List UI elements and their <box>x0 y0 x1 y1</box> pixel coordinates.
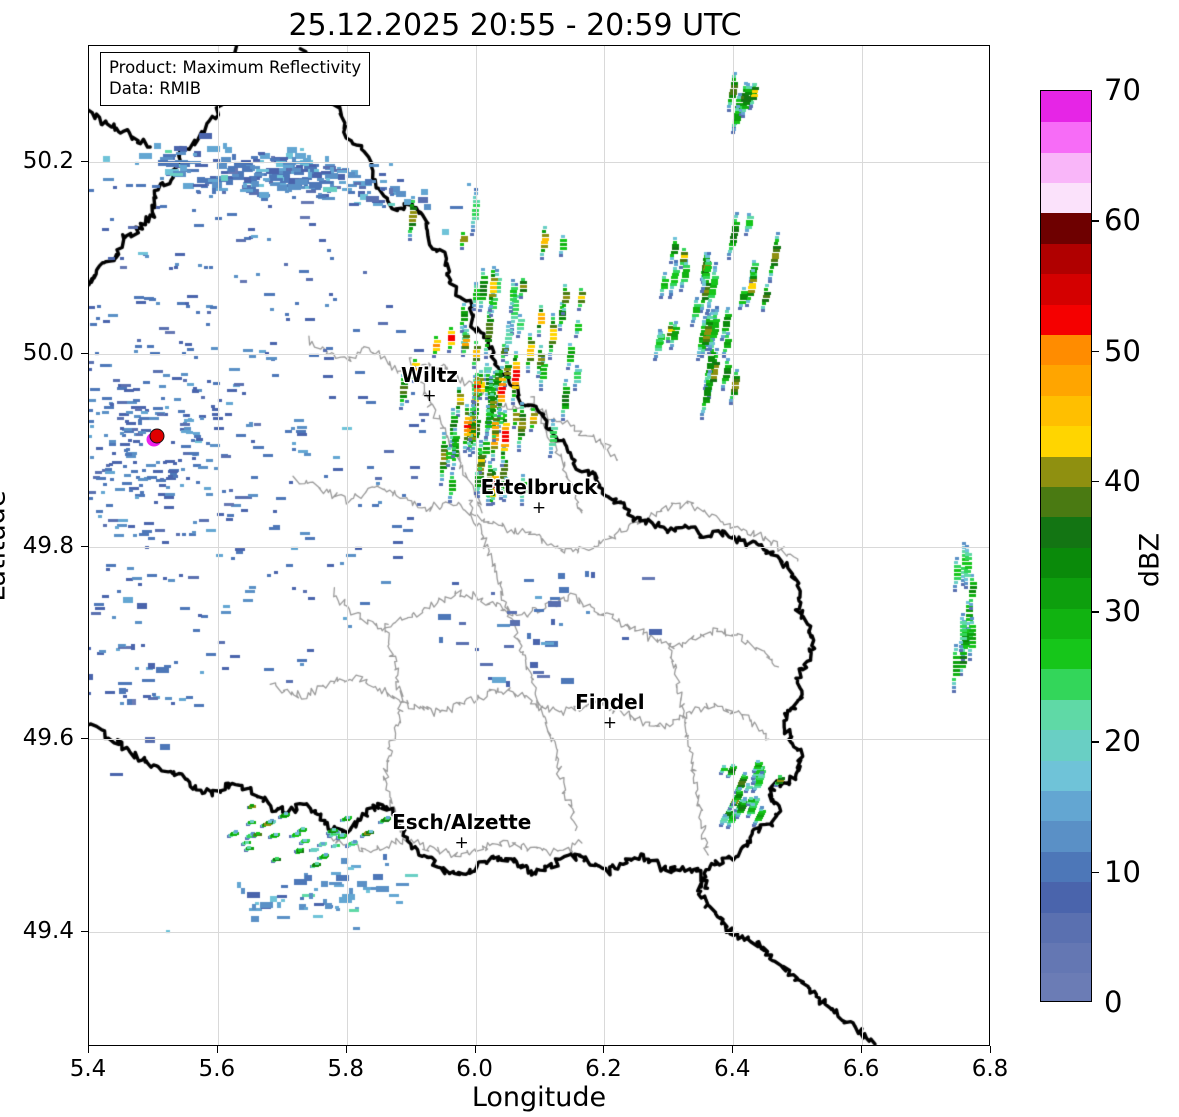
colorbar-band <box>1041 729 1091 761</box>
x-axis-tick <box>603 1046 605 1053</box>
colorbar-tick-label: 70 <box>1104 73 1141 107</box>
gridline-horizontal <box>89 161 989 163</box>
colorbar-band <box>1041 303 1091 335</box>
colorbar-band <box>1041 881 1091 913</box>
colorbar-tick-label: 60 <box>1104 203 1141 238</box>
gridline-horizontal <box>89 931 989 933</box>
colorbar-band <box>1041 212 1091 244</box>
x-axis-tick <box>216 1046 218 1053</box>
colorbar-band <box>1041 364 1091 396</box>
x-axis-tick-label: 5.8 <box>327 1056 364 1082</box>
colorbar-band <box>1041 638 1091 670</box>
map-plot-area[interactable] <box>88 45 990 1046</box>
x-axis-tick-label: 5.4 <box>69 1056 107 1082</box>
colorbar-band <box>1041 516 1091 548</box>
colorbar-tick-label: 20 <box>1104 724 1141 759</box>
x-axis-tick-label: 6.6 <box>842 1056 880 1082</box>
info-data-line: Data: RMIB <box>109 79 202 99</box>
y-axis-tick <box>81 545 88 547</box>
gridline-vertical <box>862 46 864 1045</box>
radar-station-marker[interactable] <box>146 428 165 447</box>
y-axis-tick-label: 49.8 <box>22 532 74 559</box>
colorbar-band <box>1041 759 1091 791</box>
colorbar-band <box>1041 425 1091 457</box>
colorbar-band <box>1041 334 1091 366</box>
gridline-vertical <box>346 46 348 1045</box>
colorbar-band <box>1041 455 1091 487</box>
x-axis-tick <box>732 1046 734 1053</box>
radar-reflectivity-layer <box>89 46 989 1045</box>
x-axis-tick-label: 6.4 <box>713 1056 751 1082</box>
x-axis-tick <box>861 1046 863 1053</box>
colorbar-tick <box>1092 350 1099 352</box>
info-box: Product: Maximum Reflectivity Data: RMIB <box>100 52 371 106</box>
x-axis-tick <box>88 1046 89 1053</box>
colorbar-gradient <box>1040 90 1092 1002</box>
colorbar-band <box>1041 151 1091 183</box>
x-axis-tick <box>474 1046 476 1053</box>
colorbar-band <box>1041 790 1091 822</box>
y-axis-label: Latitude <box>0 490 12 602</box>
info-product-line: Product: Maximum Reflectivity <box>109 58 362 77</box>
colorbar-band <box>1041 607 1091 639</box>
colorbar[interactable]: 0 10 20 30 40 50 60 70 <box>1040 73 1141 1019</box>
colorbar-label: dBZ <box>1134 532 1166 588</box>
y-axis-tick <box>81 160 88 162</box>
colorbar-band <box>1041 668 1091 700</box>
gridline-vertical <box>217 46 219 1045</box>
colorbar-band <box>1041 820 1091 852</box>
x-axis-tick-label: 6.2 <box>585 1056 622 1082</box>
x-axis-tick <box>990 1046 991 1053</box>
y-axis-tick-label: 50.2 <box>22 147 74 174</box>
colorbar-band <box>1041 911 1091 943</box>
colorbar-tick <box>1092 741 1099 743</box>
colorbar-tick-label: 0 <box>1104 985 1123 1019</box>
colorbar-band <box>1041 395 1091 427</box>
figure-title: 25.12.2025 20:55 - 20:59 UTC <box>288 8 742 43</box>
colorbar-tick <box>1092 220 1099 222</box>
colorbar-band <box>1041 577 1091 609</box>
colorbar-band <box>1041 121 1091 153</box>
x-axis-label: Longitude <box>471 1082 607 1113</box>
colorbar-tick-label: 10 <box>1104 854 1141 889</box>
radar-station-dot <box>149 428 165 444</box>
y-axis-tick <box>81 738 88 739</box>
gridline-vertical <box>733 46 735 1045</box>
x-axis-tick-label: 6.0 <box>456 1056 493 1082</box>
colorbar-tick-label: 40 <box>1104 463 1141 498</box>
colorbar-tick <box>1092 871 1099 874</box>
colorbar-band <box>1041 547 1091 579</box>
colorbar-tick <box>1092 611 1099 613</box>
colorbar-band <box>1041 91 1091 123</box>
gridline-vertical <box>475 46 477 1045</box>
y-axis-tick <box>81 353 88 354</box>
colorbar-band <box>1041 972 1091 1001</box>
gridline-horizontal <box>89 739 989 740</box>
y-axis-tick-label: 49.6 <box>22 725 74 751</box>
y-axis-tick <box>81 930 88 932</box>
colorbar-tick <box>1092 480 1099 483</box>
x-axis-tick <box>345 1046 347 1053</box>
gridline-vertical <box>604 46 606 1045</box>
colorbar-band <box>1041 243 1091 275</box>
y-axis-tick-label: 49.4 <box>22 917 74 944</box>
colorbar-tick-label: 50 <box>1104 333 1141 368</box>
gridline-horizontal <box>89 546 989 548</box>
colorbar-tick-label: 30 <box>1104 594 1141 629</box>
colorbar-band <box>1041 486 1091 518</box>
colorbar-band <box>1041 699 1091 731</box>
colorbar-band <box>1041 851 1091 883</box>
x-axis-tick-label: 5.6 <box>198 1056 236 1082</box>
colorbar-band <box>1041 942 1091 974</box>
gridline-horizontal <box>89 354 989 355</box>
colorbar-band <box>1041 182 1091 214</box>
x-axis-tick-label: 6.8 <box>971 1056 1009 1082</box>
y-axis-tick-label: 50.0 <box>22 340 74 366</box>
colorbar-band <box>1041 273 1091 305</box>
